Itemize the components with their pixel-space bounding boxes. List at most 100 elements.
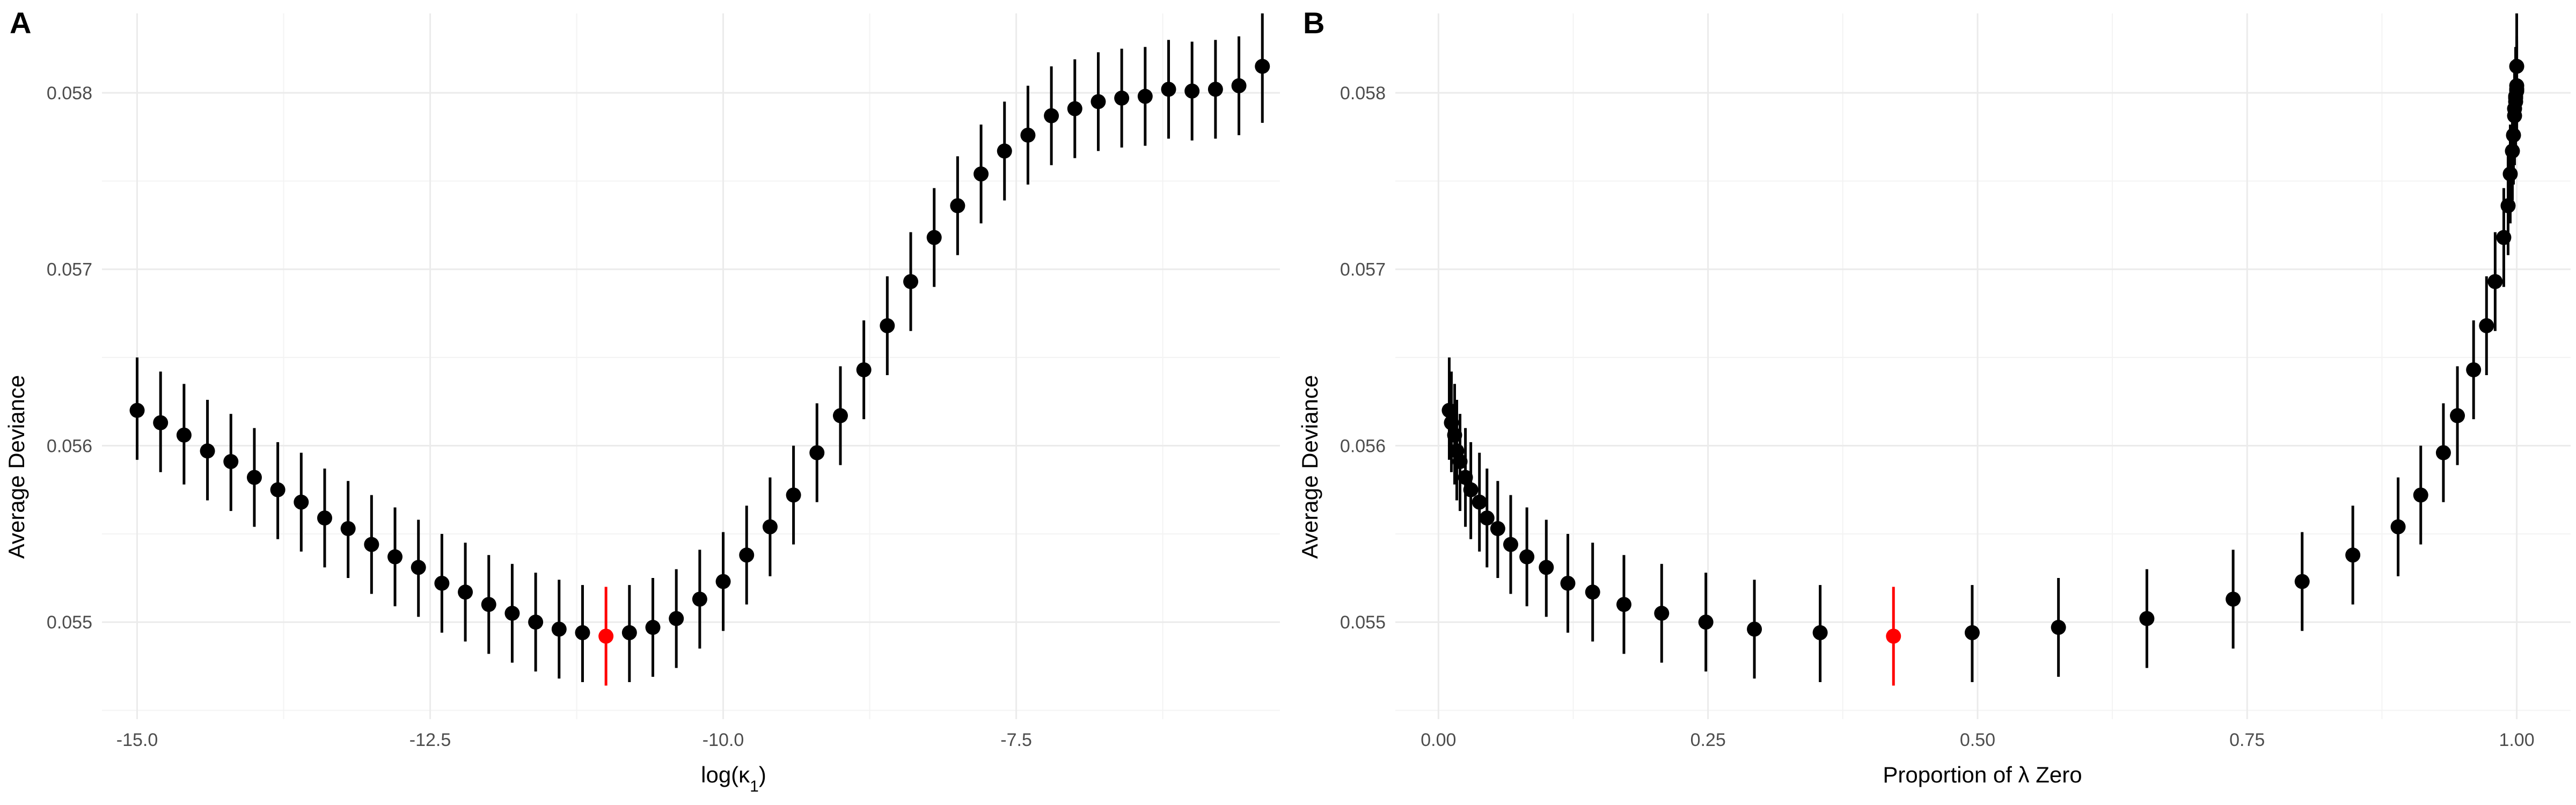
data-point <box>1067 101 1082 116</box>
data-point <box>1447 427 1462 443</box>
data-point <box>434 575 450 591</box>
panel-b-error-bars <box>1447 13 2519 686</box>
x-tick-label: -12.5 <box>409 730 451 750</box>
data-point <box>1747 621 1762 637</box>
panel-b-grid <box>1395 13 2571 719</box>
data-point <box>2505 143 2520 159</box>
y-tick-label: 0.057 <box>1340 260 1386 280</box>
panel-b-y-tick-labels: 0.055 0.056 0.057 0.058 <box>1340 83 1386 633</box>
data-point <box>481 597 496 612</box>
data-point <box>1255 58 1270 74</box>
data-point <box>1698 614 1714 630</box>
panel-b-x-tick-labels: 0.00 0.25 0.50 0.75 1.00 <box>1421 730 2534 750</box>
x-tick-label: -7.5 <box>1000 730 1032 750</box>
data-point <box>246 470 262 485</box>
data-point <box>2345 547 2361 563</box>
panel-b-y-axis-title: Average Deviance <box>1297 375 1322 559</box>
optimal-point <box>1886 628 1901 644</box>
data-point <box>856 362 872 378</box>
data-point <box>528 614 544 630</box>
data-point <box>551 621 567 637</box>
panel-a-y-axis-title: Average Deviance <box>4 375 29 559</box>
data-point <box>294 494 309 510</box>
data-point <box>2294 574 2310 589</box>
data-point <box>364 537 379 552</box>
x-tick-label: 0.50 <box>1960 730 1995 750</box>
data-point <box>1560 575 1576 591</box>
data-point <box>2435 445 2451 460</box>
data-point <box>2051 620 2066 635</box>
data-point <box>1472 494 1487 510</box>
data-point <box>2139 611 2155 626</box>
y-tick-label: 0.057 <box>47 260 92 280</box>
data-point <box>997 143 1012 159</box>
data-point <box>621 625 637 640</box>
data-point <box>762 519 778 535</box>
data-point <box>832 408 848 423</box>
data-point <box>880 318 895 333</box>
y-tick-label: 0.056 <box>1340 436 1386 456</box>
data-point <box>1091 94 1106 109</box>
data-point <box>903 274 919 289</box>
data-point <box>1479 510 1495 526</box>
x-tick-label: -10.0 <box>702 730 744 750</box>
data-point <box>411 560 426 575</box>
data-point <box>1184 83 1200 99</box>
panel-a-grid <box>102 13 1280 719</box>
data-point <box>504 605 520 621</box>
data-point <box>387 549 403 565</box>
data-point <box>926 230 942 245</box>
data-point <box>1812 625 1828 640</box>
panel-a: A 0.055 0.056 0.057 0.058 -15.0 -12.5 -10.0 -7… <box>4 6 1280 795</box>
data-point <box>200 443 215 459</box>
data-point <box>340 521 356 536</box>
data-point <box>1441 402 1457 418</box>
y-tick-label: 0.055 <box>1340 612 1386 633</box>
data-point <box>1044 108 1059 123</box>
panel-a-x-axis-title: log(κ1) <box>701 762 766 795</box>
data-point <box>786 487 801 503</box>
data-point <box>715 574 731 589</box>
data-point <box>1114 90 1130 106</box>
data-point <box>176 427 192 443</box>
data-point <box>1161 82 1176 97</box>
data-point <box>2487 274 2503 289</box>
data-point <box>270 482 286 497</box>
data-point <box>2390 519 2406 535</box>
x-tick-label: 1.00 <box>2499 730 2534 750</box>
y-tick-label: 0.056 <box>47 436 92 456</box>
panel-b: B 0.055 0.056 0.057 0.058 0.00 0.25 0.50 0.75 1… <box>1297 6 2571 787</box>
data-point <box>1452 454 1468 470</box>
data-point <box>2413 487 2428 503</box>
data-point <box>1231 78 1247 93</box>
data-point <box>1458 470 1473 485</box>
data-point <box>458 584 473 600</box>
data-point <box>1490 521 1505 536</box>
data-point <box>2509 58 2524 74</box>
data-point <box>1616 597 1631 612</box>
x-tick-label: 0.00 <box>1421 730 1456 750</box>
x-tick-label: 0.25 <box>1690 730 1726 750</box>
y-tick-label: 0.055 <box>47 612 92 633</box>
optimal-point <box>598 628 614 644</box>
data-point <box>223 454 239 470</box>
data-point <box>2226 591 2241 607</box>
data-point <box>739 547 755 563</box>
data-point <box>2500 198 2516 214</box>
x-tick-label: -15.0 <box>116 730 158 750</box>
data-point <box>2502 166 2518 182</box>
data-point <box>1137 89 1153 104</box>
data-point <box>1503 537 1518 552</box>
data-point <box>950 198 965 214</box>
panel-b-points <box>1441 58 2524 644</box>
data-point <box>1585 584 1600 600</box>
data-point <box>1020 127 1036 143</box>
data-point <box>2509 78 2524 93</box>
data-point <box>1964 625 1980 640</box>
panel-a-y-tick-labels: 0.055 0.056 0.057 0.058 <box>47 83 92 633</box>
data-point <box>809 445 825 460</box>
x-tick-label: 0.75 <box>2229 730 2265 750</box>
data-point <box>2506 127 2521 143</box>
panel-a-points <box>129 58 1270 644</box>
